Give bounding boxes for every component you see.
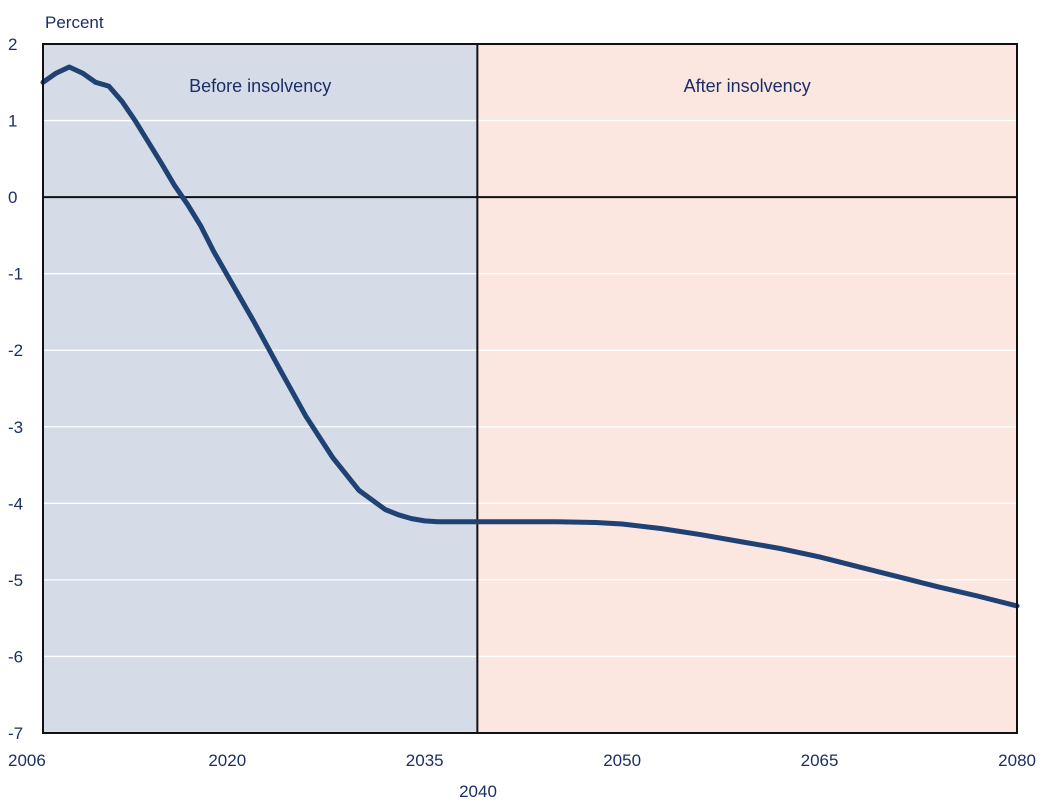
x-tick-label: 2020: [208, 751, 246, 770]
y-tick-label: -6: [8, 647, 23, 666]
region-labels: Before insolvency After insolvency: [189, 76, 811, 96]
region-before-insolvency: [43, 44, 478, 733]
y-tick-label: -3: [8, 418, 23, 437]
y-tick-label: -4: [8, 494, 23, 513]
x-tick-label: 2080: [998, 751, 1036, 770]
y-tick-labels: 2 1 0 -1 -2 -3 -4 -5 -6 -7: [8, 35, 23, 743]
y-tick-label: 1: [8, 112, 17, 131]
y-tick-label: -2: [8, 341, 23, 360]
y-tick-label: 2: [8, 35, 17, 54]
region-after-insolvency: [477, 44, 1018, 733]
y-axis-unit-label: Percent: [45, 13, 104, 32]
region-label-after-insolvency: After insolvency: [684, 76, 811, 96]
plot-frame: [42, 43, 1018, 734]
gridlines: [43, 119, 1017, 658]
y-tick-label: 0: [8, 188, 17, 207]
y-tick-label: -1: [8, 265, 23, 284]
plot-border: [42, 43, 1018, 734]
y-tick-label: -7: [8, 724, 23, 743]
x-tick-label: 2006: [8, 751, 46, 770]
series-lines: [40, 64, 1020, 609]
y-tick-label: -5: [8, 571, 23, 590]
x-tick-label: 2035: [406, 751, 444, 770]
region-label-before-insolvency: Before insolvency: [189, 76, 331, 96]
x-marker-label: 2040: [459, 782, 497, 801]
x-tick-labels: 2006 2020 2035 2050 2065 2080: [8, 751, 1036, 770]
series-line-0: [40, 64, 1020, 609]
x-tick-label: 2050: [603, 751, 641, 770]
region-backgrounds: [43, 44, 1018, 733]
x-tick-label: 2065: [801, 751, 839, 770]
